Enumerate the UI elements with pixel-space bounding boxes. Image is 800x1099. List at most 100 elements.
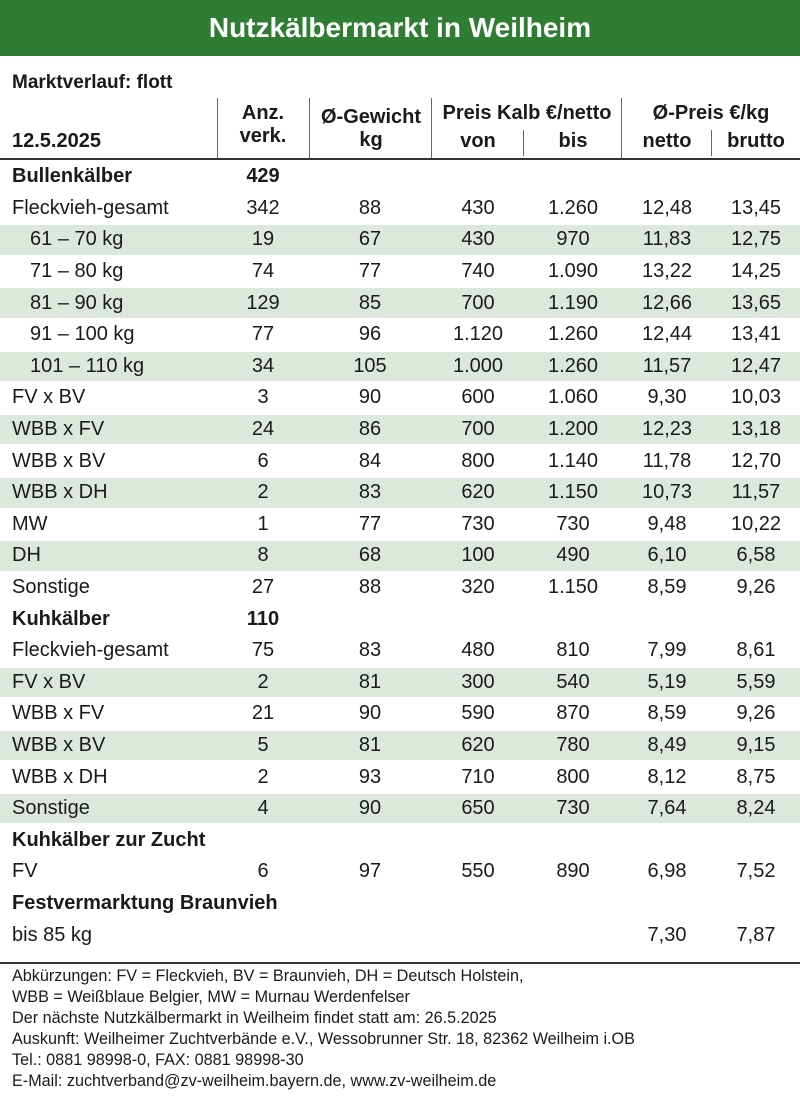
table-row: bis 85 kg 7,30 7,87 xyxy=(0,919,800,951)
cell-netto: 13,22 xyxy=(641,260,693,283)
cell-gewicht: 84 xyxy=(358,449,382,472)
row-label: Festvermarktung Braunvieh xyxy=(12,891,278,914)
row-label: WBB x DH xyxy=(12,481,108,504)
cell-anz: 129 xyxy=(246,291,280,314)
cell-von: 710 xyxy=(461,765,495,788)
header-anz-bottom: verk. xyxy=(239,125,287,147)
cell-gewicht: 67 xyxy=(358,228,382,251)
cell-netto: 11,57 xyxy=(642,354,692,377)
market-trend: Marktverlauf: flott xyxy=(12,72,173,93)
header-von: von xyxy=(460,130,496,152)
row-label: 91 – 100 kg xyxy=(30,323,135,346)
row-label: 61 – 70 kg xyxy=(30,228,124,251)
cell-gewicht: 105 xyxy=(353,354,387,377)
table-row: MW 1 77 730 730 9,48 10,22 xyxy=(0,509,800,541)
cell-gewicht: 97 xyxy=(358,860,382,883)
table-row: 91 – 100 kg 77 96 1.120 1.260 12,44 13,41 xyxy=(0,319,800,351)
table-row: WBB x BV 5 81 620 780 8,49 9,15 xyxy=(0,729,800,762)
cell-gewicht: 81 xyxy=(358,733,382,756)
cell-anz: 3 xyxy=(257,386,269,409)
cell-bis: 730 xyxy=(556,797,590,820)
cell-anz: 2 xyxy=(257,481,269,504)
footer-line: E-Mail: zuchtverband@zv-weilheim.bayern.… xyxy=(12,1072,497,1090)
row-label: Bullenkälber xyxy=(12,165,133,188)
cell-gewicht: 81 xyxy=(358,670,382,693)
table-row: WBB x DH 2 93 710 800 8,12 8,75 xyxy=(0,761,800,793)
cell-von: 1.120 xyxy=(452,323,504,346)
cell-bis: 540 xyxy=(556,670,590,693)
section-row: Bullenkälber 429 xyxy=(0,161,800,193)
header-divider xyxy=(431,98,432,158)
cell-bis: 1.150 xyxy=(547,576,599,599)
cell-anz: 74 xyxy=(251,260,275,283)
cell-anz: 8 xyxy=(257,544,269,567)
cell-gewicht: 83 xyxy=(358,639,382,662)
row-label: DH xyxy=(12,544,41,567)
cell-gewicht: 85 xyxy=(358,291,382,314)
cell-netto: 12,66 xyxy=(641,291,693,314)
header-divider xyxy=(523,130,524,156)
cell-brutto: 9,26 xyxy=(736,702,776,725)
cell-anz: 34 xyxy=(251,354,275,377)
cell-netto: 12,44 xyxy=(641,323,693,346)
cell-netto: 7,30 xyxy=(647,923,687,946)
cell-anz: 6 xyxy=(257,449,269,472)
cell-bis: 1.060 xyxy=(547,386,599,409)
cell-anz: 110 xyxy=(246,607,280,630)
row-label: 81 – 90 kg xyxy=(30,291,124,314)
cell-bis: 810 xyxy=(556,639,590,662)
header-anz: Anz. verk. xyxy=(218,102,308,148)
cell-anz: 5 xyxy=(257,733,269,756)
table-row: FV x BV 2 81 300 540 5,19 5,59 xyxy=(0,666,800,699)
table-row: FV 6 97 550 890 6,98 7,52 xyxy=(0,856,800,888)
row-label: Kuhkälber xyxy=(12,607,110,630)
header-gewicht-top: Ø-Gewicht xyxy=(320,106,421,128)
cell-anz: 27 xyxy=(251,576,275,599)
cell-anz: 75 xyxy=(251,639,275,662)
cell-bis: 1.150 xyxy=(547,481,599,504)
row-label: WBB x FV xyxy=(12,702,105,725)
cell-netto: 6,98 xyxy=(647,860,687,883)
cell-gewicht: 88 xyxy=(358,576,382,599)
cell-brutto: 13,18 xyxy=(730,418,782,441)
row-label: Sonstige xyxy=(12,797,90,820)
footer-line: Abkürzungen: FV = Fleckvieh, BV = Braunv… xyxy=(12,967,524,985)
cell-anz: 2 xyxy=(257,670,269,693)
cell-netto: 12,23 xyxy=(641,418,693,441)
cell-netto: 9,48 xyxy=(647,512,687,535)
cell-anz: 429 xyxy=(246,165,280,188)
cell-brutto: 13,45 xyxy=(730,196,782,219)
cell-bis: 970 xyxy=(556,228,590,251)
row-label: WBB x BV xyxy=(12,449,106,472)
table-row: Sonstige 4 90 650 730 7,64 8,24 xyxy=(0,792,800,825)
header-rule xyxy=(0,158,800,160)
cell-bis: 1.260 xyxy=(547,323,599,346)
cell-gewicht: 93 xyxy=(358,765,382,788)
cell-brutto: 7,87 xyxy=(736,923,776,946)
footer-line: WBB = Weißblaue Belgier, MW = Murnau Wer… xyxy=(12,988,410,1006)
table-row: Fleckvieh-gesamt 342 88 430 1.260 12,48 13,45 xyxy=(0,193,800,225)
table-row: WBB x DH 2 83 620 1.150 10,73 11,57 xyxy=(0,476,800,509)
cell-netto: 8,12 xyxy=(647,765,687,788)
cell-netto: 6,10 xyxy=(647,544,687,567)
footer-notes: Abkürzungen: FV = Fleckvieh, BV = Braunv… xyxy=(12,966,792,1092)
cell-von: 300 xyxy=(461,670,495,693)
table-row: DH 8 68 100 490 6,10 6,58 xyxy=(0,540,800,572)
cell-brutto: 9,15 xyxy=(736,733,776,756)
cell-netto: 9,30 xyxy=(647,386,687,409)
table-row: FV x BV 3 90 600 1.060 9,30 10,03 xyxy=(0,382,800,414)
cell-bis: 890 xyxy=(556,860,590,883)
cell-von: 100 xyxy=(461,544,495,567)
row-label: FV x BV xyxy=(12,670,86,693)
cell-bis: 730 xyxy=(556,512,590,535)
header-divider xyxy=(711,130,712,156)
cell-anz: 24 xyxy=(251,418,275,441)
cell-bis: 1.260 xyxy=(547,354,599,377)
cell-von: 480 xyxy=(461,639,495,662)
table-row: WBB x BV 6 84 800 1.140 11,78 12,70 xyxy=(0,445,800,477)
cell-gewicht: 86 xyxy=(358,418,382,441)
header-divider xyxy=(217,98,218,158)
cell-brutto: 10,22 xyxy=(730,512,782,535)
section-row: Kuhkälber zur Zucht xyxy=(0,824,800,856)
cell-brutto: 8,24 xyxy=(736,797,776,820)
